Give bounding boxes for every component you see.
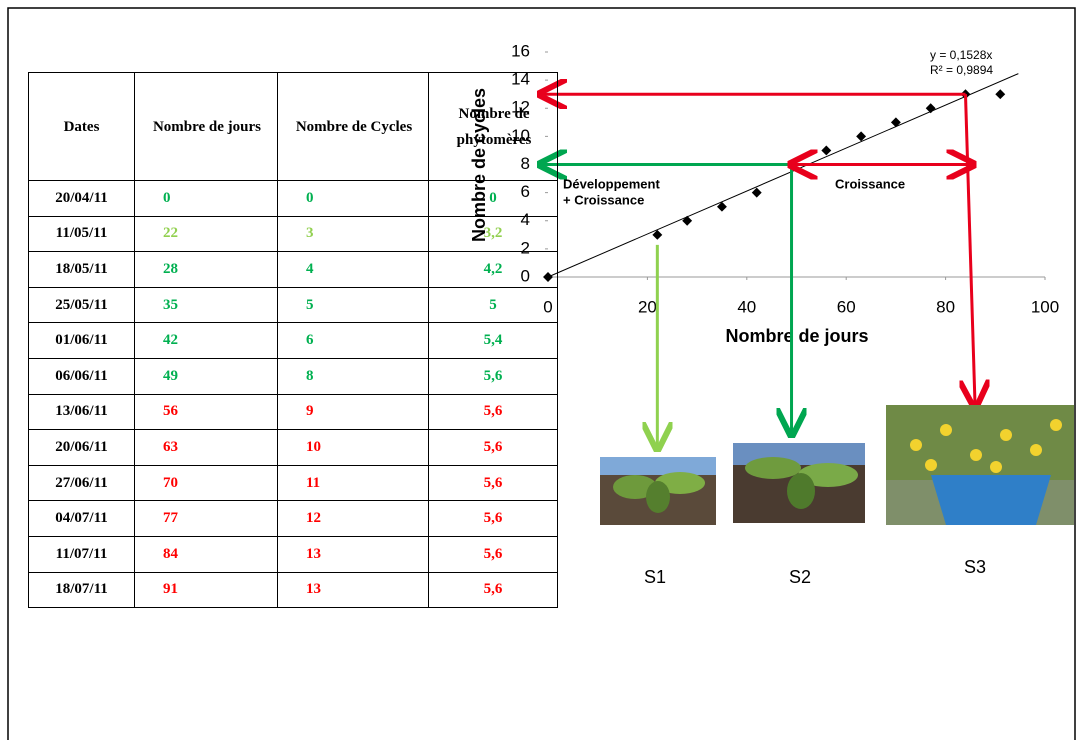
- flower: [1050, 419, 1062, 431]
- leaf: [745, 457, 801, 479]
- table-cell: 70: [134, 464, 278, 502]
- table-cell: 77: [134, 500, 278, 537]
- table-cell: 8: [277, 357, 429, 395]
- table-cell: 18/05/11: [28, 251, 135, 288]
- table-cell: 3: [277, 215, 429, 253]
- leaf: [613, 475, 657, 499]
- table-cell: 5: [428, 286, 558, 324]
- table-cell: 0: [277, 180, 429, 217]
- annotation: + Croissance: [563, 192, 644, 207]
- table-cell: 06/06/11: [28, 357, 135, 395]
- table-cell: 25/05/11: [28, 286, 135, 324]
- leaf: [646, 481, 670, 513]
- stage-label: S2: [789, 567, 811, 587]
- table-cell: 11: [277, 464, 429, 502]
- table-cell: 20/06/11: [28, 429, 135, 466]
- trend-equation: y = 0,1528x: [930, 48, 992, 62]
- table-cell: 5: [277, 286, 429, 324]
- stage-label: S3: [964, 557, 986, 577]
- table-cell: 0: [428, 180, 558, 217]
- table-cell: 5,6: [428, 464, 558, 502]
- table-cell: 5,6: [428, 393, 558, 431]
- table-cell: 13/06/11: [28, 393, 135, 431]
- table-cell: 5,6: [428, 429, 558, 466]
- pot: [931, 475, 1051, 525]
- flower: [910, 439, 922, 451]
- arrow: [965, 94, 975, 404]
- header-cell: Nombre de jours: [134, 72, 278, 181]
- table-cell: 6: [277, 322, 429, 359]
- table-cell: 13: [277, 535, 429, 573]
- table-cell: 10: [277, 429, 429, 466]
- data-point: [821, 145, 832, 156]
- table-cell: 04/07/11: [28, 500, 135, 537]
- table-cell: 12: [277, 500, 429, 537]
- x-tick-label: 100: [1031, 297, 1059, 316]
- x-tick-label: 20: [638, 297, 657, 316]
- table-cell: 11/05/11: [28, 215, 135, 253]
- flower: [1000, 429, 1012, 441]
- photo: [733, 443, 865, 523]
- table-cell: 22: [134, 215, 278, 253]
- x-tick-label: 40: [737, 297, 756, 316]
- data-point: [856, 131, 867, 142]
- trendline: [547, 73, 1019, 278]
- table-cell: 11/07/11: [28, 535, 135, 573]
- data-point: [682, 215, 693, 226]
- data-point: [717, 201, 727, 212]
- table-cell: 9: [277, 393, 429, 431]
- frame: [7, 7, 1076, 740]
- table-cell: 63: [134, 429, 278, 466]
- table-cell: 0: [134, 180, 278, 217]
- table-cell: 27/06/11: [28, 464, 135, 502]
- x-tick-label: 80: [936, 297, 955, 316]
- y-tick-label: 16: [511, 41, 530, 60]
- table-cell: 84: [134, 535, 278, 573]
- header-cell: Nombre de Cycles: [277, 72, 429, 181]
- photo: [886, 405, 1074, 525]
- x-axis-title: Nombre de jours: [725, 326, 868, 346]
- table-cell: 20/04/11: [28, 180, 135, 217]
- table-cell: 5,6: [428, 357, 558, 395]
- table-cell: 91: [134, 571, 278, 609]
- flower: [925, 459, 937, 471]
- header-cell: Nombre de phytomères: [428, 72, 558, 181]
- table-cell: 5,6: [428, 535, 558, 573]
- header-cell: Dates: [28, 72, 135, 181]
- flower: [970, 449, 982, 461]
- photo: [600, 457, 716, 525]
- table-cell: 18/07/11: [28, 571, 135, 609]
- table-cell: 4: [277, 251, 429, 288]
- table-cell: 42: [134, 322, 278, 359]
- table-cell: 13: [277, 571, 429, 609]
- data-point: [652, 229, 663, 240]
- data-point: [925, 103, 936, 114]
- table-cell: 35: [134, 286, 278, 324]
- leaf: [787, 473, 815, 509]
- table-cell: 5,4: [428, 322, 558, 359]
- table-cell: 56: [134, 393, 278, 431]
- trend-r2: R² = 0,9894: [930, 63, 993, 77]
- annotation: Développement: [563, 176, 660, 191]
- flower: [990, 461, 1002, 473]
- sky: [600, 457, 716, 475]
- leaf: [798, 463, 858, 487]
- flower: [1030, 444, 1042, 456]
- table-cell: 3,2: [428, 215, 558, 253]
- table-cell: 28: [134, 251, 278, 288]
- data-table: Dates Nombre de jours Nombre de Cycles Nomb…: [28, 72, 558, 609]
- data-point: [995, 89, 1006, 100]
- table-cell: 5,6: [428, 571, 558, 609]
- stage-label: S1: [644, 567, 666, 587]
- table-cell: 01/06/11: [28, 322, 135, 359]
- data-point: [751, 187, 762, 198]
- table-cell: 5,6: [428, 500, 558, 537]
- flower: [940, 424, 952, 436]
- table-cell: 4,2: [428, 251, 558, 288]
- table-cell: 49: [134, 357, 278, 395]
- annotation: Croissance: [835, 176, 905, 191]
- data-point: [890, 117, 901, 128]
- x-tick-label: 60: [837, 297, 856, 316]
